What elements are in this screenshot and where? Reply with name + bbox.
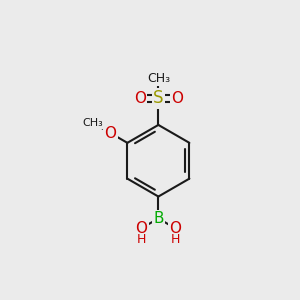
Text: O: O xyxy=(134,91,146,106)
Text: CH₃: CH₃ xyxy=(147,72,170,85)
Text: O: O xyxy=(171,91,183,106)
Text: H: H xyxy=(171,233,180,246)
Text: O: O xyxy=(135,221,147,236)
Text: O: O xyxy=(169,221,181,236)
Text: H: H xyxy=(137,233,146,246)
Text: S: S xyxy=(153,89,164,107)
Text: B: B xyxy=(153,211,164,226)
Text: CH₃: CH₃ xyxy=(82,118,103,128)
Text: O: O xyxy=(104,125,116,140)
